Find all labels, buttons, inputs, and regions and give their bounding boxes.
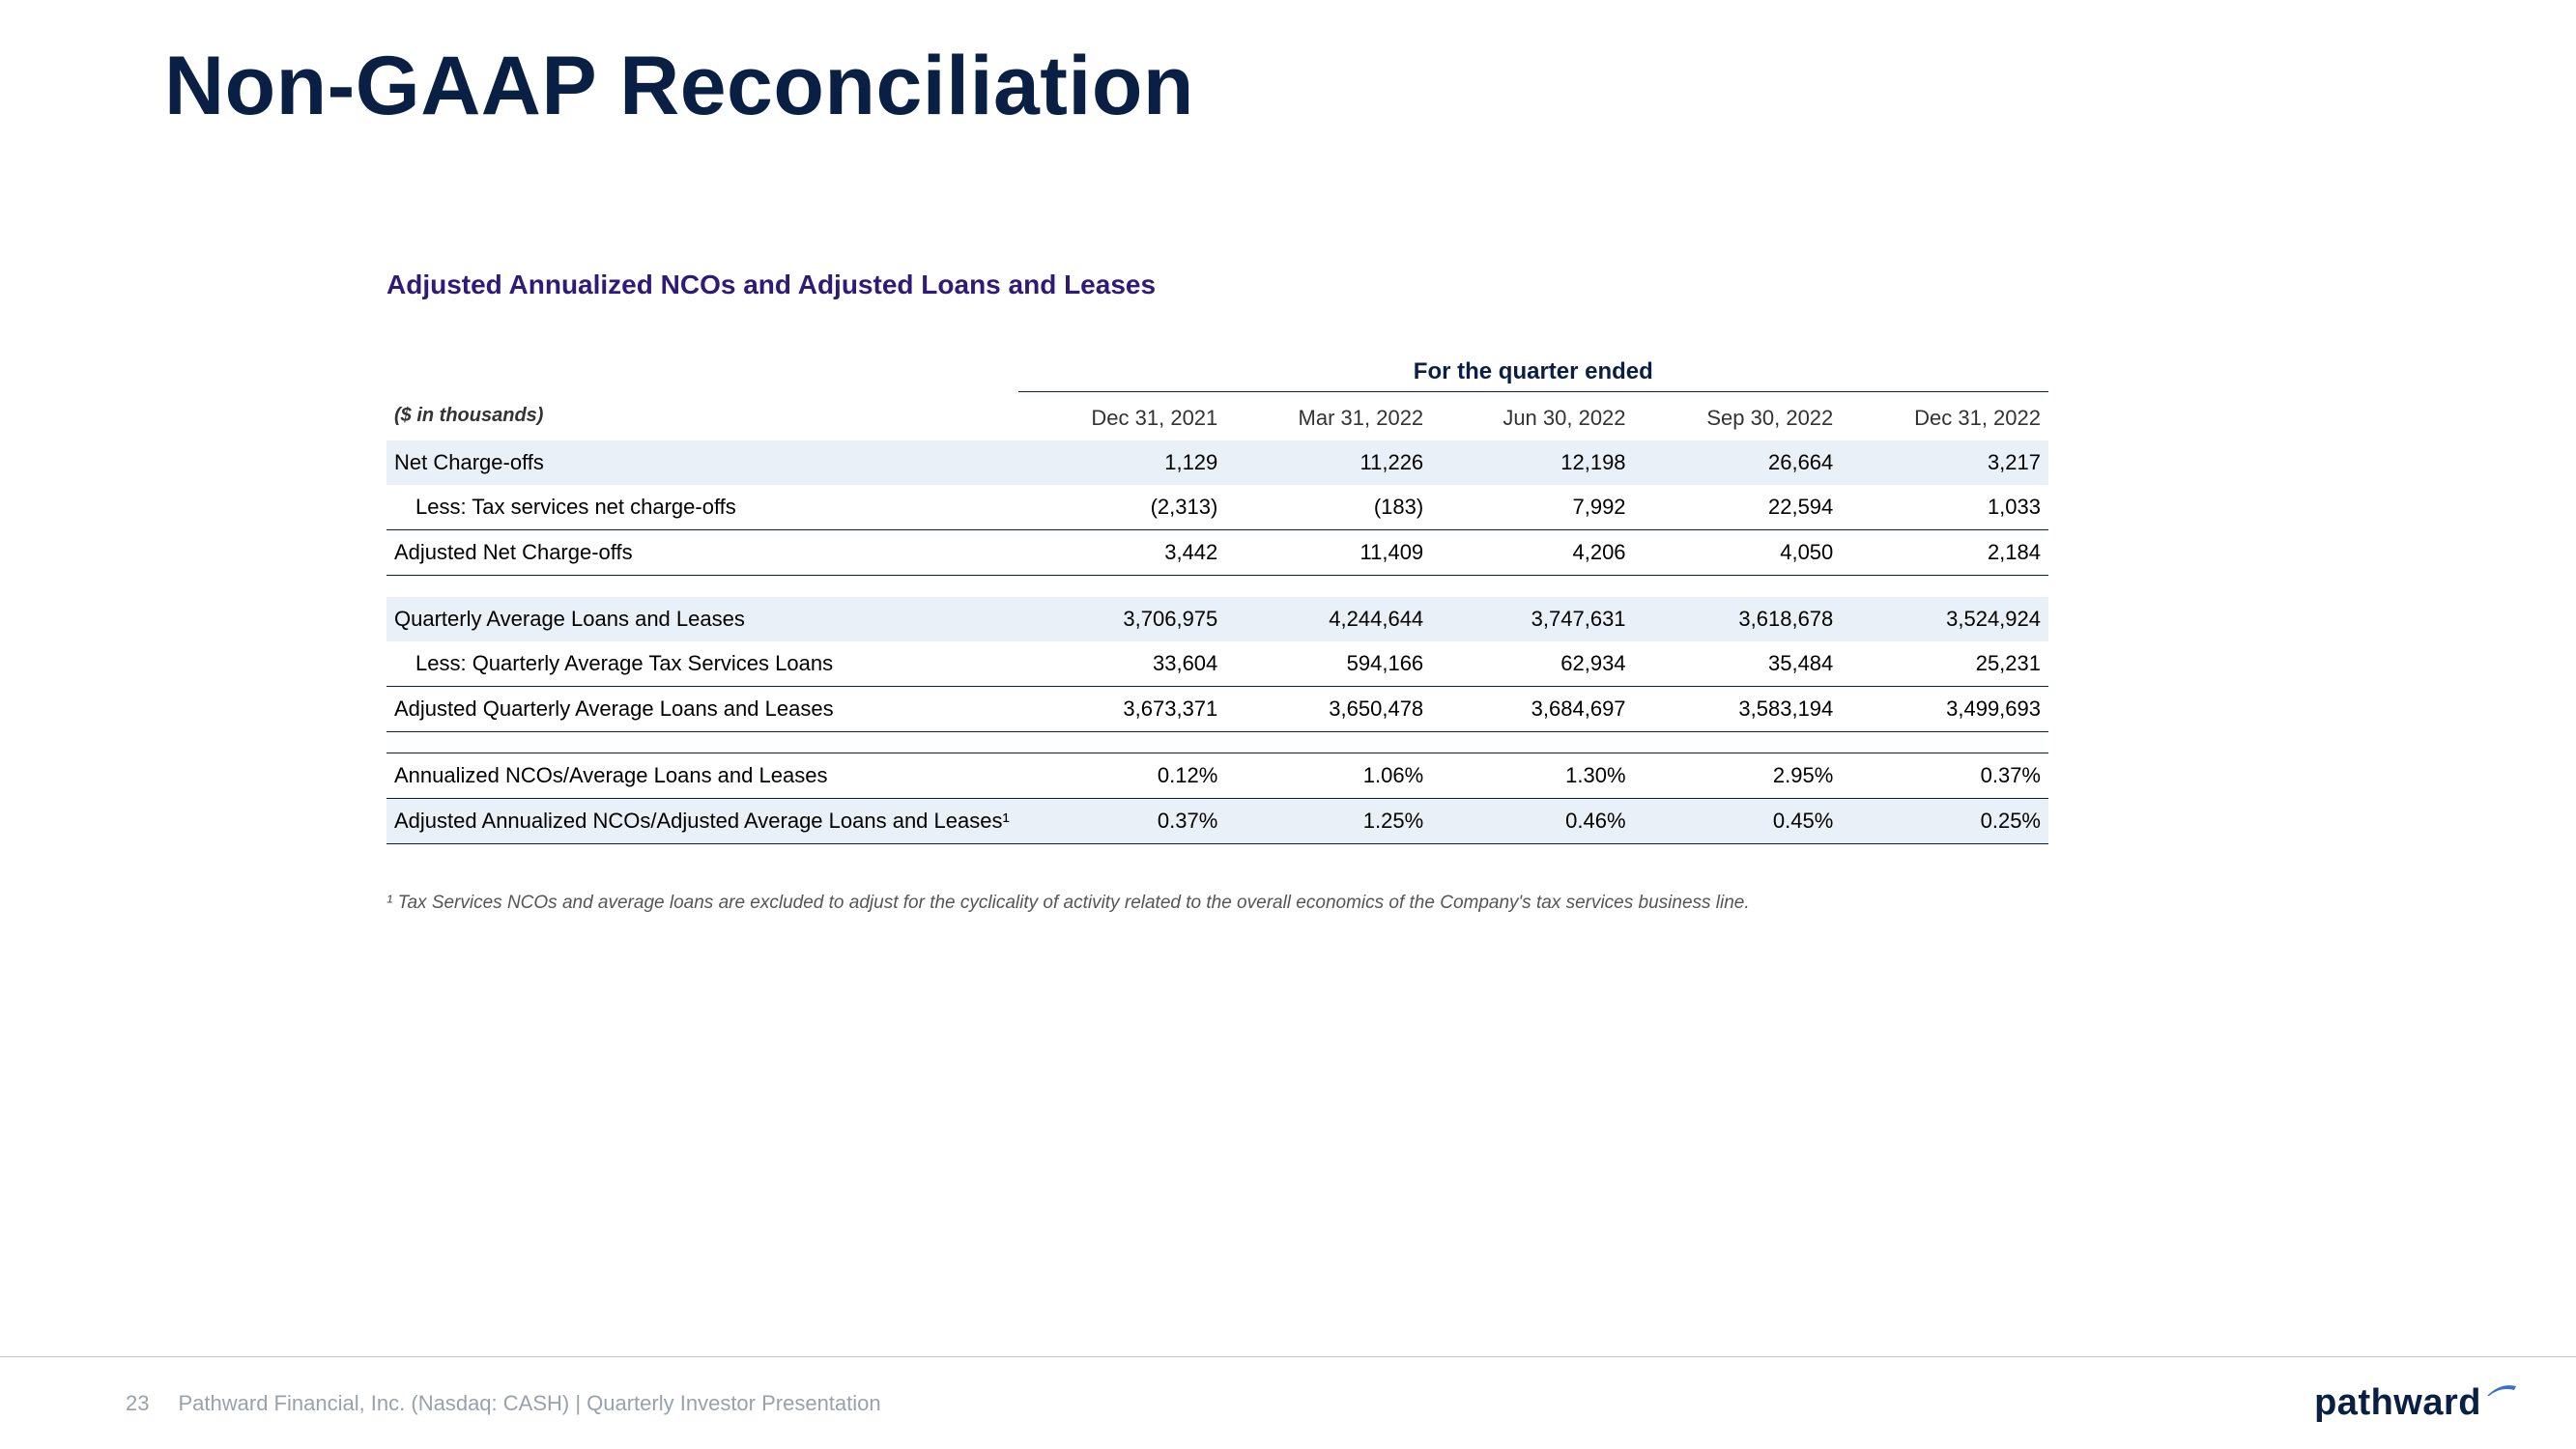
- row-label: Less: Tax services net charge-offs: [386, 485, 1018, 530]
- cell: 22,594: [1634, 485, 1842, 530]
- cell: 3,618,678: [1634, 597, 1842, 641]
- cell: 4,050: [1634, 530, 1842, 576]
- cell: 3,583,194: [1634, 686, 1842, 731]
- cell: 0.37%: [1841, 753, 2048, 798]
- cell: 3,684,697: [1431, 686, 1633, 731]
- cell: 3,217: [1841, 440, 2048, 485]
- table-subtitle: Adjusted Annualized NCOs and Adjusted Lo…: [386, 270, 2048, 300]
- page-title: Non-GAAP Reconciliation: [164, 39, 2412, 134]
- table-row: Net Charge-offs 1,129 11,226 12,198 26,6…: [386, 440, 2048, 485]
- row-label: Adjusted Quarterly Average Loans and Lea…: [386, 686, 1018, 731]
- logo: pathward: [2314, 1382, 2518, 1424]
- cell: 594,166: [1225, 641, 1431, 687]
- cell: 0.45%: [1634, 798, 1842, 843]
- table-row-subtotal: Adjusted Quarterly Average Loans and Lea…: [386, 686, 2048, 731]
- cell: 0.12%: [1018, 753, 1226, 798]
- cell: 4,244,644: [1225, 597, 1431, 641]
- table-row-subtotal: Adjusted Net Charge-offs 3,442 11,409 4,…: [386, 530, 2048, 576]
- cell: 35,484: [1634, 641, 1842, 687]
- cell: 1.25%: [1225, 798, 1431, 843]
- cell: 0.46%: [1431, 798, 1633, 843]
- logo-swoosh-icon: [2485, 1380, 2518, 1403]
- content-area: Adjusted Annualized NCOs and Adjusted Lo…: [386, 270, 2048, 914]
- cell: 1.06%: [1225, 753, 1431, 798]
- cell: 2.95%: [1634, 753, 1842, 798]
- cell: 1,129: [1018, 440, 1226, 485]
- span-header: For the quarter ended: [1018, 349, 2048, 392]
- row-label: Net Charge-offs: [386, 440, 1018, 485]
- cell: 12,198: [1431, 440, 1633, 485]
- cell: 1,033: [1841, 485, 2048, 530]
- table-row: Adjusted Annualized NCOs/Adjusted Averag…: [386, 798, 2048, 843]
- cell: 3,747,631: [1431, 597, 1633, 641]
- col-header: Dec 31, 2022: [1841, 392, 2048, 441]
- table-row: Quarterly Average Loans and Leases 3,706…: [386, 597, 2048, 641]
- footer-text: Pathward Financial, Inc. (Nasdaq: CASH) …: [178, 1391, 880, 1416]
- row-label: Adjusted Annualized NCOs/Adjusted Averag…: [386, 798, 1018, 843]
- page-number: 23: [126, 1391, 149, 1416]
- table-row: Less: Tax services net charge-offs (2,31…: [386, 485, 2048, 530]
- row-label: Less: Quarterly Average Tax Services Loa…: [386, 641, 1018, 687]
- table-row: Less: Quarterly Average Tax Services Loa…: [386, 641, 2048, 687]
- cell: 33,604: [1018, 641, 1226, 687]
- cell: 3,706,975: [1018, 597, 1226, 641]
- cell: 3,442: [1018, 530, 1226, 576]
- cell: 3,499,693: [1841, 686, 2048, 731]
- logo-wordmark: pathward: [2314, 1382, 2481, 1424]
- cell: 11,409: [1225, 530, 1431, 576]
- cell: 4,206: [1431, 530, 1633, 576]
- cell: (2,313): [1018, 485, 1226, 530]
- cell: 2,184: [1841, 530, 2048, 576]
- units-label: ($ in thousands): [386, 392, 1018, 441]
- cell: 0.37%: [1018, 798, 1226, 843]
- cell: (183): [1225, 485, 1431, 530]
- row-label: Adjusted Net Charge-offs: [386, 530, 1018, 576]
- cell: 11,226: [1225, 440, 1431, 485]
- col-header: Sep 30, 2022: [1634, 392, 1842, 441]
- cell: 26,664: [1634, 440, 1842, 485]
- cell: 0.25%: [1841, 798, 2048, 843]
- col-header: Mar 31, 2022: [1225, 392, 1431, 441]
- row-label: Quarterly Average Loans and Leases: [386, 597, 1018, 641]
- header-row: ($ in thousands) Dec 31, 2021 Mar 31, 20…: [386, 392, 2048, 441]
- table-row: Annualized NCOs/Average Loans and Leases…: [386, 753, 2048, 798]
- slide: Non-GAAP Reconciliation Adjusted Annuali…: [0, 0, 2576, 1449]
- cell: 7,992: [1431, 485, 1633, 530]
- row-label: Annualized NCOs/Average Loans and Leases: [386, 753, 1018, 798]
- footnote: ¹ Tax Services NCOs and average loans ar…: [386, 893, 2048, 914]
- col-header: Dec 31, 2021: [1018, 392, 1226, 441]
- col-header: Jun 30, 2022: [1431, 392, 1633, 441]
- footer: 23 Pathward Financial, Inc. (Nasdaq: CAS…: [0, 1356, 2576, 1449]
- cell: 3,650,478: [1225, 686, 1431, 731]
- cell: 1.30%: [1431, 753, 1633, 798]
- cell: 25,231: [1841, 641, 2048, 687]
- cell: 62,934: [1431, 641, 1633, 687]
- reconciliation-table: For the quarter ended ($ in thousands) D…: [386, 349, 2048, 844]
- cell: 3,673,371: [1018, 686, 1226, 731]
- footer-left: 23 Pathward Financial, Inc. (Nasdaq: CAS…: [126, 1391, 881, 1416]
- cell: 3,524,924: [1841, 597, 2048, 641]
